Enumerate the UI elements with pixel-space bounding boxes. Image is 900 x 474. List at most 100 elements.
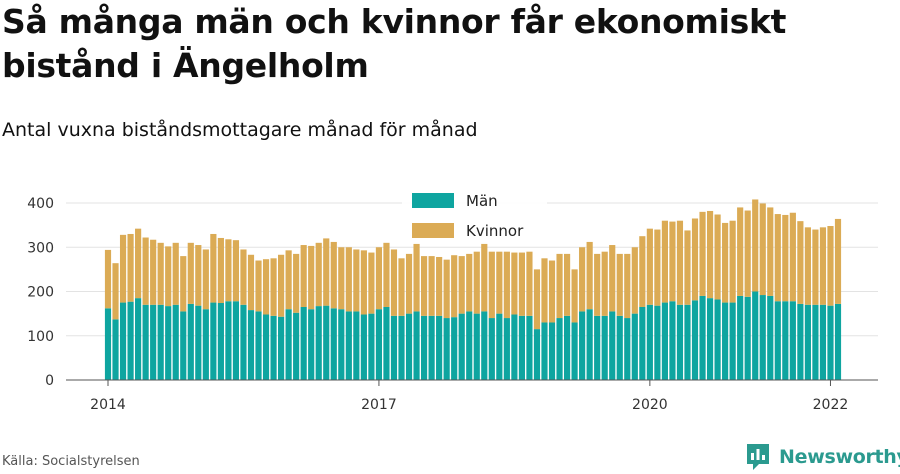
- bar-women: [180, 256, 187, 312]
- bar-men: [420, 315, 428, 380]
- bar-women: [127, 233, 134, 302]
- bar-women: [225, 239, 232, 302]
- bar-women: [172, 242, 179, 305]
- bar-women: [195, 245, 202, 306]
- bar-women: [594, 253, 601, 316]
- legend-label-women: Kvinnor: [466, 222, 524, 240]
- bar-men: [443, 318, 450, 380]
- bar-men: [466, 311, 473, 380]
- bar-men: [631, 313, 638, 380]
- bar-women: [270, 258, 277, 316]
- legend-swatch-women: [412, 223, 454, 238]
- bar-men: [511, 314, 518, 380]
- bar-men: [601, 315, 608, 380]
- newsworthy-logo-icon: [747, 444, 769, 470]
- bar-women: [579, 247, 586, 312]
- bar-men: [202, 309, 209, 380]
- bar-women: [752, 199, 759, 292]
- bar-men: [789, 301, 796, 380]
- chart-title: Så många män och kvinnor får ekonomiskt …: [2, 2, 787, 85]
- bar-women: [247, 254, 255, 311]
- bar-men: [247, 310, 255, 380]
- bar-men: [405, 313, 413, 380]
- bar-women: [699, 211, 706, 296]
- y-tick-label: 100: [27, 329, 54, 345]
- bar-men: [518, 315, 526, 380]
- bar-women: [428, 256, 435, 316]
- bar-women: [390, 249, 398, 316]
- bar-men: [594, 315, 601, 380]
- bar-men: [255, 311, 262, 380]
- y-tick-label: 400: [27, 196, 54, 212]
- bar-women: [548, 260, 556, 323]
- bar-men: [571, 322, 578, 380]
- bar-men: [496, 313, 503, 380]
- bar-women: [315, 242, 322, 307]
- bar-men: [165, 306, 172, 380]
- bar-men: [616, 315, 623, 380]
- bar-men: [503, 318, 510, 380]
- bar-men: [737, 295, 744, 380]
- bar-women: [759, 203, 766, 296]
- bar-women: [330, 241, 337, 309]
- bar-men: [706, 298, 714, 380]
- bar-men: [767, 295, 774, 380]
- bar-men: [180, 311, 187, 380]
- bar-men: [413, 311, 420, 380]
- bar-men: [722, 302, 729, 380]
- bar-men: [548, 322, 556, 380]
- bar-men: [646, 304, 653, 380]
- bar-men: [586, 309, 593, 380]
- bar-women: [262, 259, 270, 315]
- bar-men: [774, 301, 781, 380]
- bar-men: [150, 304, 157, 380]
- bar-men: [624, 318, 631, 380]
- bar-men: [579, 311, 586, 380]
- bar-women: [511, 252, 518, 315]
- bar-women: [767, 207, 774, 296]
- bar-women: [706, 210, 714, 299]
- bar-men: [285, 309, 292, 380]
- bar-men: [654, 305, 661, 380]
- bar-men: [797, 303, 804, 380]
- bar-women: [104, 249, 112, 309]
- bar-women: [571, 269, 578, 323]
- bar-women: [119, 234, 127, 303]
- bar-women: [217, 237, 224, 304]
- bar-men: [639, 306, 646, 380]
- bar-women: [466, 253, 473, 312]
- bar-men: [744, 296, 751, 380]
- bar-men: [804, 304, 811, 380]
- bar-men: [142, 304, 149, 380]
- bar-women: [405, 253, 413, 314]
- bar-women: [451, 255, 458, 318]
- bar-women: [834, 218, 842, 304]
- bar-men: [759, 295, 766, 380]
- bar-men: [533, 329, 541, 380]
- bar-women: [473, 251, 480, 314]
- bar-women: [827, 226, 834, 306]
- bar-women: [684, 230, 691, 305]
- bar-men: [157, 304, 164, 380]
- bar-men: [526, 315, 533, 380]
- legend-swatch-men: [412, 193, 454, 208]
- chart-subtitle: Antal vuxna biståndsmottagare månad för …: [2, 119, 478, 141]
- bar-men: [676, 304, 684, 380]
- bar-women: [563, 253, 571, 316]
- bar-men: [729, 302, 736, 380]
- x-tick-label: 2017: [361, 397, 397, 413]
- bar-women: [601, 251, 608, 316]
- bar-men: [112, 319, 119, 380]
- bar-women: [819, 227, 827, 305]
- bar-women: [722, 222, 729, 303]
- bar-men: [135, 298, 142, 380]
- bar-women: [556, 253, 563, 319]
- bar-women: [458, 256, 465, 314]
- bar-men: [782, 301, 789, 380]
- bar-men: [225, 301, 232, 380]
- bar-men: [699, 295, 706, 380]
- x-tick-label: 2014: [90, 397, 126, 413]
- bar-men: [834, 303, 842, 380]
- bar-women: [797, 221, 804, 304]
